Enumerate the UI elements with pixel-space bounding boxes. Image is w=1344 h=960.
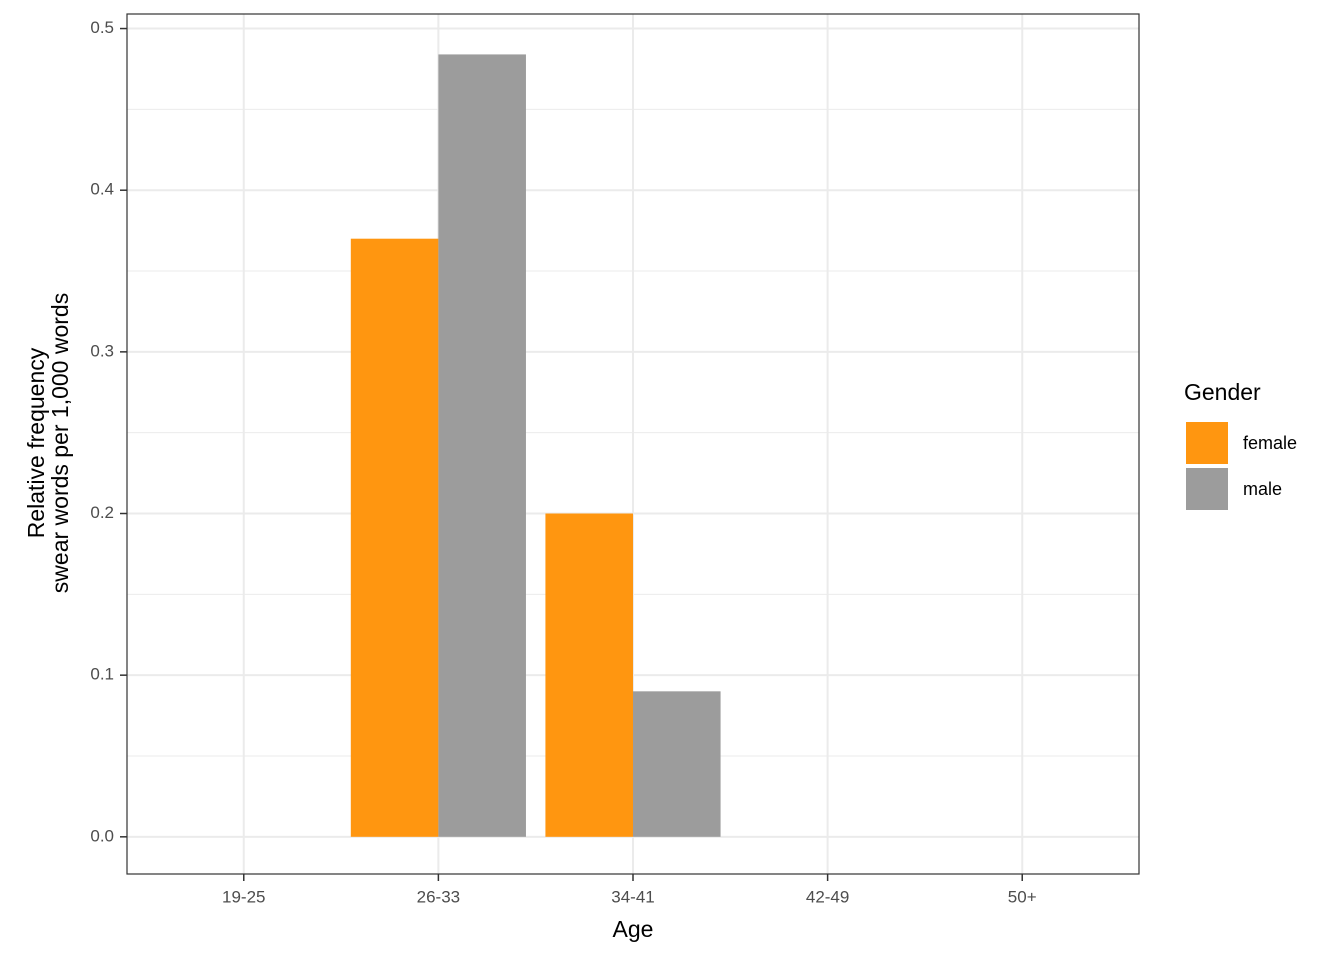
y-tick-label: 0.4 xyxy=(90,180,114,199)
y-tick-label: 0.0 xyxy=(90,826,114,845)
y-tick-label: 0.3 xyxy=(90,341,114,360)
x-tick-label: 50+ xyxy=(1008,887,1037,906)
legend-key xyxy=(1186,468,1228,510)
legend-label: male xyxy=(1243,479,1282,499)
legend-title: Gender xyxy=(1184,379,1261,405)
legend-label: female xyxy=(1243,433,1297,453)
bar xyxy=(438,54,526,837)
x-tick-label: 42-49 xyxy=(806,887,849,906)
bar xyxy=(633,691,721,837)
y-tick-label: 0.2 xyxy=(90,503,114,522)
x-tick-label: 34-41 xyxy=(611,887,654,906)
y-axis-title: swear words per 1,000 words xyxy=(47,293,73,593)
panel-border xyxy=(126,13,1140,875)
x-axis-title: Age xyxy=(613,916,654,942)
y-axis-title: Relative frequency xyxy=(23,347,49,538)
y-tick-label: 0.1 xyxy=(90,665,114,684)
x-tick-label: 19-25 xyxy=(222,887,265,906)
bar xyxy=(545,513,633,837)
y-tick-label: 0.5 xyxy=(90,18,114,37)
x-tick-label: 26-33 xyxy=(417,887,460,906)
bar xyxy=(350,238,439,837)
legend-key xyxy=(1186,422,1228,464)
